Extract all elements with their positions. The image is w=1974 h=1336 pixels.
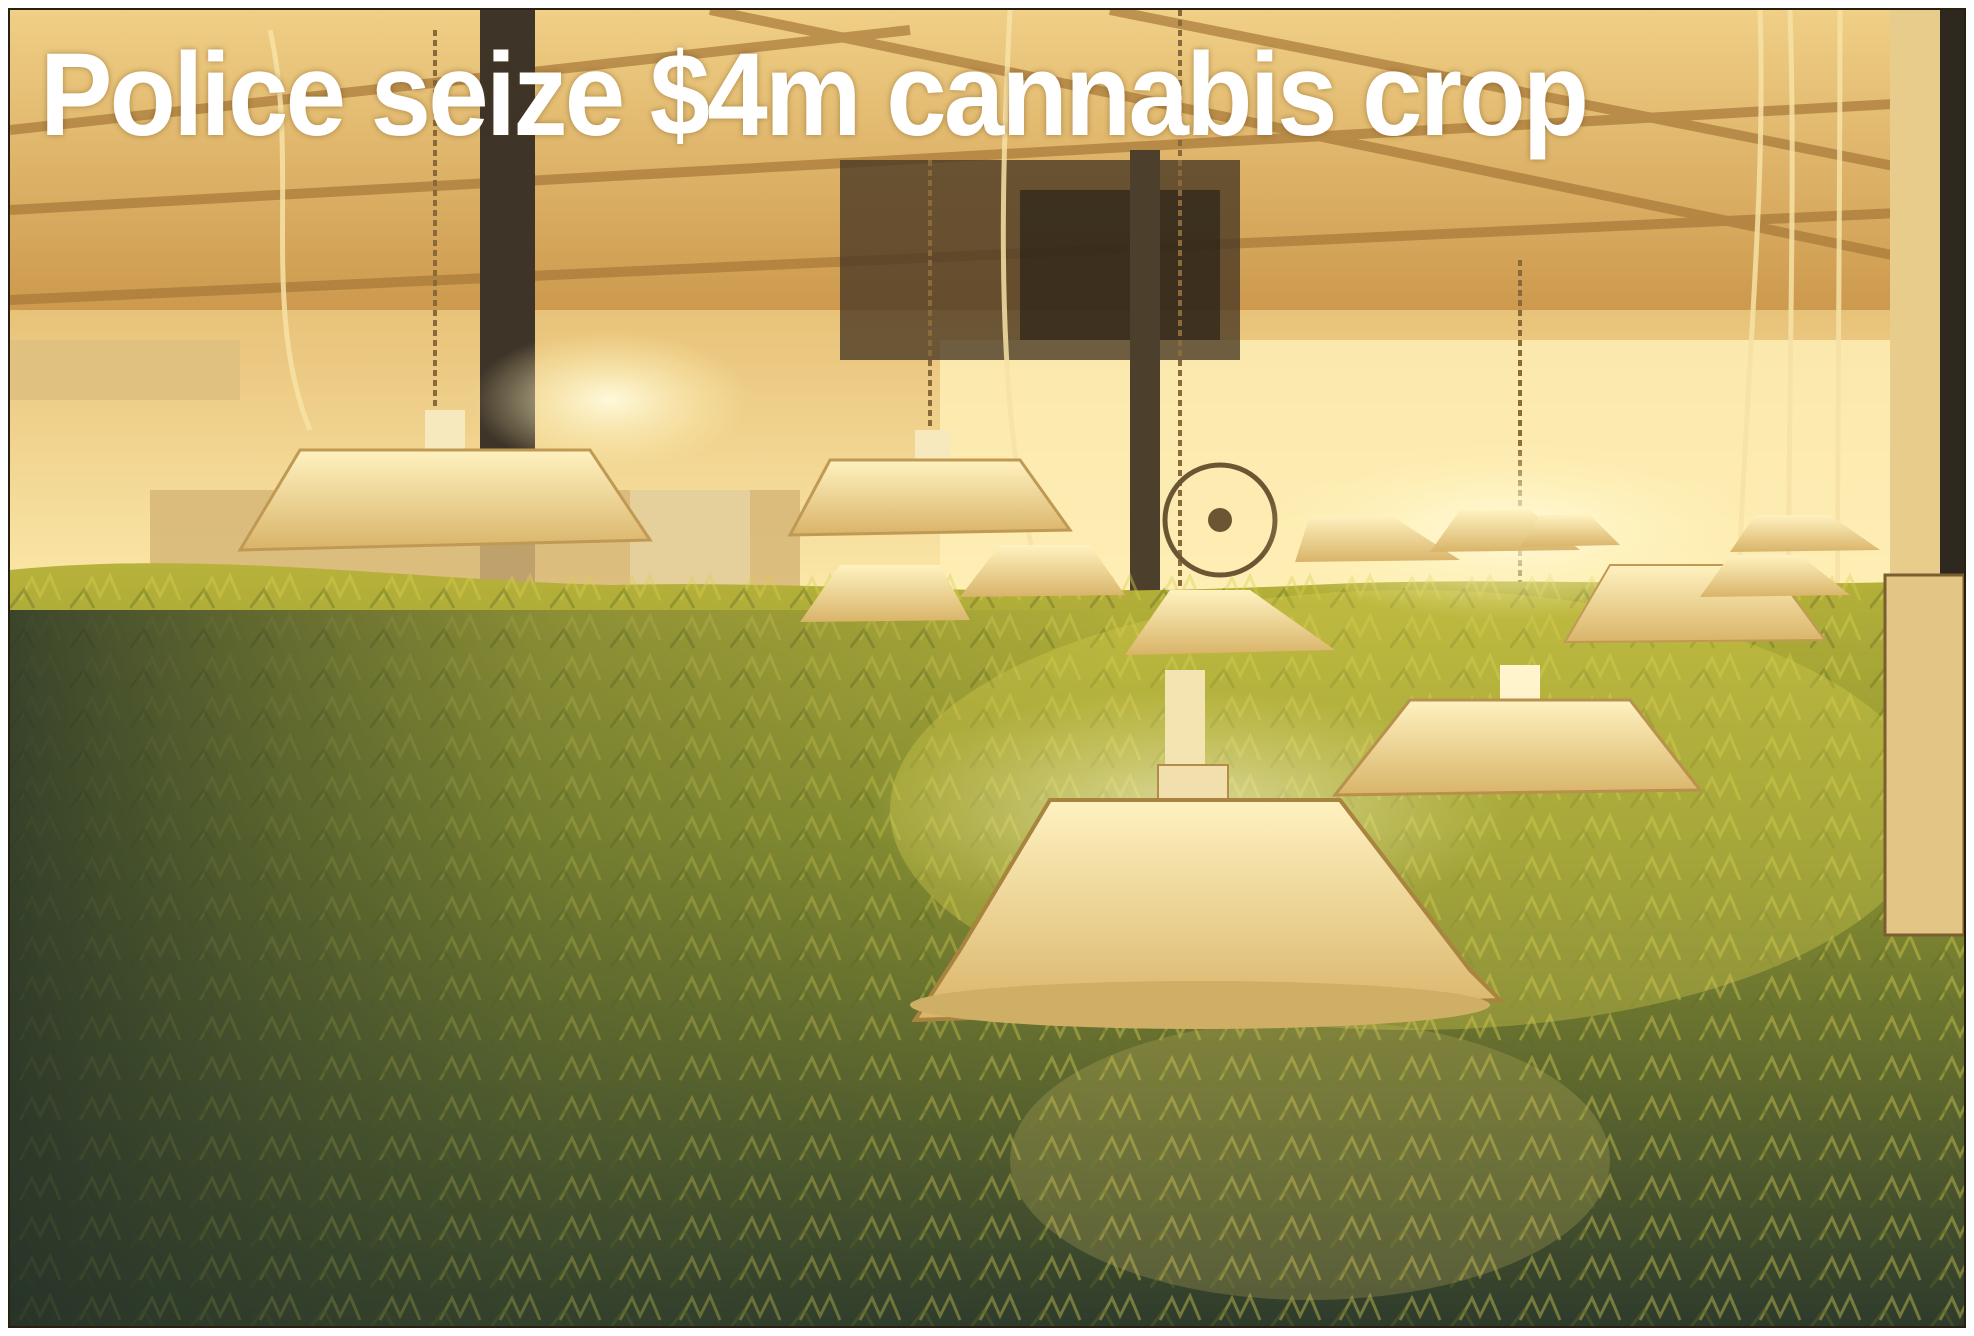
grow-lamp: [960, 545, 1125, 597]
headline: Police seize $4m cannabis crop: [40, 29, 1589, 161]
grow-lamp: [800, 565, 970, 622]
electrical-box: [1883, 573, 1964, 937]
news-photo: Police seize $4m cannabis crop: [8, 8, 1966, 1328]
grow-lamp: [1700, 555, 1850, 597]
grow-lamp-foreground: [910, 764, 1505, 1029]
support-post: [1130, 150, 1160, 600]
grow-room-illustration: [10, 10, 1964, 1326]
grow-lamp: [787, 430, 1073, 537]
grow-lamp: [237, 410, 653, 552]
grow-lamps: [237, 410, 1880, 1029]
grow-lamp: [1730, 515, 1880, 552]
grow-lamp: [1520, 515, 1620, 547]
grow-lamp: [1295, 515, 1460, 562]
grow-lamp: [1125, 590, 1335, 765]
grow-lamp: [1331, 665, 1704, 797]
foreground-shadow: [10, 610, 1110, 1326]
